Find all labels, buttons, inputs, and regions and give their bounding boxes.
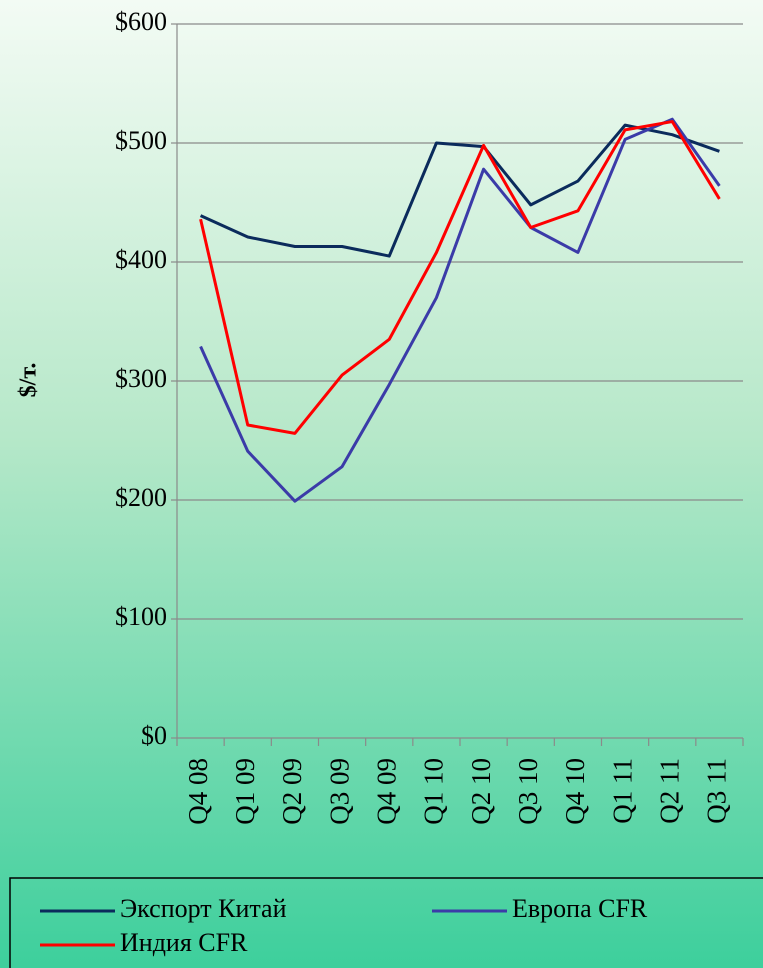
legend-label: Индия CFR [120,928,248,957]
x-tick-label: Q2 09 [277,758,307,825]
x-tick-label: Q2 10 [466,758,496,825]
x-tick-label: Q4 10 [560,758,590,825]
y-tick-label: $400 [115,245,167,274]
y-tick-label: $100 [115,602,167,631]
x-tick-label: Q3 09 [324,758,354,825]
series-line [199,120,721,435]
y-tick-label: $300 [115,364,167,393]
x-tick-label: Q2 11 [654,758,684,824]
x-tick-label: Q4 09 [371,758,401,825]
legend-label: Экспорт Китай [120,894,287,923]
y-axis-label: $/т. [16,363,42,398]
x-tick-label: Q1 10 [419,758,449,825]
y-tick-label: $0 [141,721,167,750]
series-line [199,117,721,503]
x-tick-label: Q3 10 [513,758,543,825]
y-tick-label: $600 [115,7,167,36]
legend-label: Европа CFR [512,894,648,923]
x-tick-label: Q4 08 [183,758,213,825]
x-tick-label: Q3 11 [702,758,732,824]
y-tick-label: $500 [115,126,167,155]
x-tick-label: Q1 11 [607,758,637,824]
y-tick-label: $200 [115,483,167,512]
legend-box [9,877,763,968]
x-tick-label: Q1 09 [230,758,260,825]
series-line [199,123,720,258]
